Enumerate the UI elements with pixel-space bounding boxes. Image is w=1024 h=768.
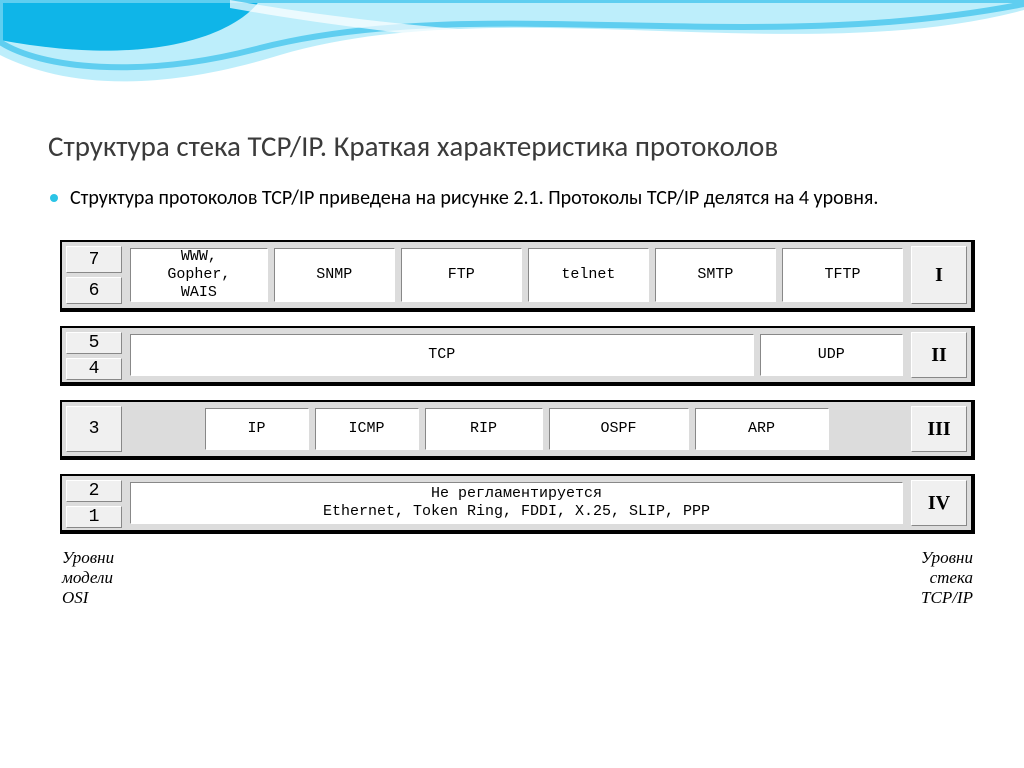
layer-row: 54IITCPUDP <box>60 326 975 386</box>
osi-column: 21 <box>66 480 122 526</box>
protocol-row: WWW, Gopher, WAISSNMPFTPtelnetSMTPTFTP <box>130 248 903 302</box>
bullet-paragraph: Структура протоколов TCP/IP приведена на… <box>70 186 970 210</box>
osi-level-cell: 2 <box>66 480 122 502</box>
osi-level-cell: 5 <box>66 332 122 354</box>
bullet-text: Структура протоколов TCP/IP приведена на… <box>70 186 878 210</box>
layer-row: 21IVНе регламентируется Ethernet, Token … <box>60 474 975 534</box>
layer-row: 3IIIIPICMPRIPOSPFARP <box>60 400 975 460</box>
osi-level-cell: 1 <box>66 506 122 528</box>
diagram-footer: Уровни модели OSI Уровни стека TCP/IP <box>60 548 975 608</box>
protocol-box: SMTP <box>655 248 776 302</box>
footer-right-label: Уровни стека TCP/IP <box>921 548 973 608</box>
footer-left-label: Уровни модели OSI <box>62 548 114 608</box>
protocol-box: TFTP <box>782 248 903 302</box>
layer-row: 76IWWW, Gopher, WAISSNMPFTPtelnetSMTPTFT… <box>60 240 975 312</box>
osi-column: 54 <box>66 332 122 378</box>
tcpip-level-cell: II <box>911 332 967 378</box>
tcpip-level-cell: I <box>911 246 967 304</box>
protocol-box: UDP <box>760 334 903 376</box>
protocol-box: ARP <box>695 408 829 450</box>
slide-title: Структура стека TCP/IP. Краткая характер… <box>48 128 984 164</box>
protocol-box: WWW, Gopher, WAIS <box>130 248 268 302</box>
protocol-box: RIP <box>425 408 543 450</box>
osi-column: 76 <box>66 246 122 304</box>
protocol-row: Не регламентируется Ethernet, Token Ring… <box>130 482 903 524</box>
osi-level-cell: 3 <box>66 406 122 452</box>
protocol-row: TCPUDP <box>130 334 903 376</box>
osi-level-cell: 4 <box>66 358 122 380</box>
protocol-box: TCP <box>130 334 754 376</box>
osi-level-cell: 7 <box>66 246 122 273</box>
protocol-box: Не регламентируется Ethernet, Token Ring… <box>130 482 903 524</box>
tcpip-level-cell: III <box>911 406 967 452</box>
protocol-box: telnet <box>528 248 649 302</box>
tcpip-diagram: 76IWWW, Gopher, WAISSNMPFTPtelnetSMTPTFT… <box>60 240 975 608</box>
osi-column: 3 <box>66 406 122 452</box>
protocol-row: IPICMPRIPOSPFARP <box>130 408 903 450</box>
protocol-box: ICMP <box>315 408 419 450</box>
osi-level-cell: 6 <box>66 277 122 304</box>
slide-content: Структура стека TCP/IP. Краткая характер… <box>0 0 1024 768</box>
protocol-box: OSPF <box>549 408 689 450</box>
protocol-box: FTP <box>401 248 522 302</box>
protocol-box: IP <box>205 408 309 450</box>
tcpip-level-cell: IV <box>911 480 967 526</box>
bullet-icon <box>50 194 58 202</box>
protocol-box: SNMP <box>274 248 395 302</box>
